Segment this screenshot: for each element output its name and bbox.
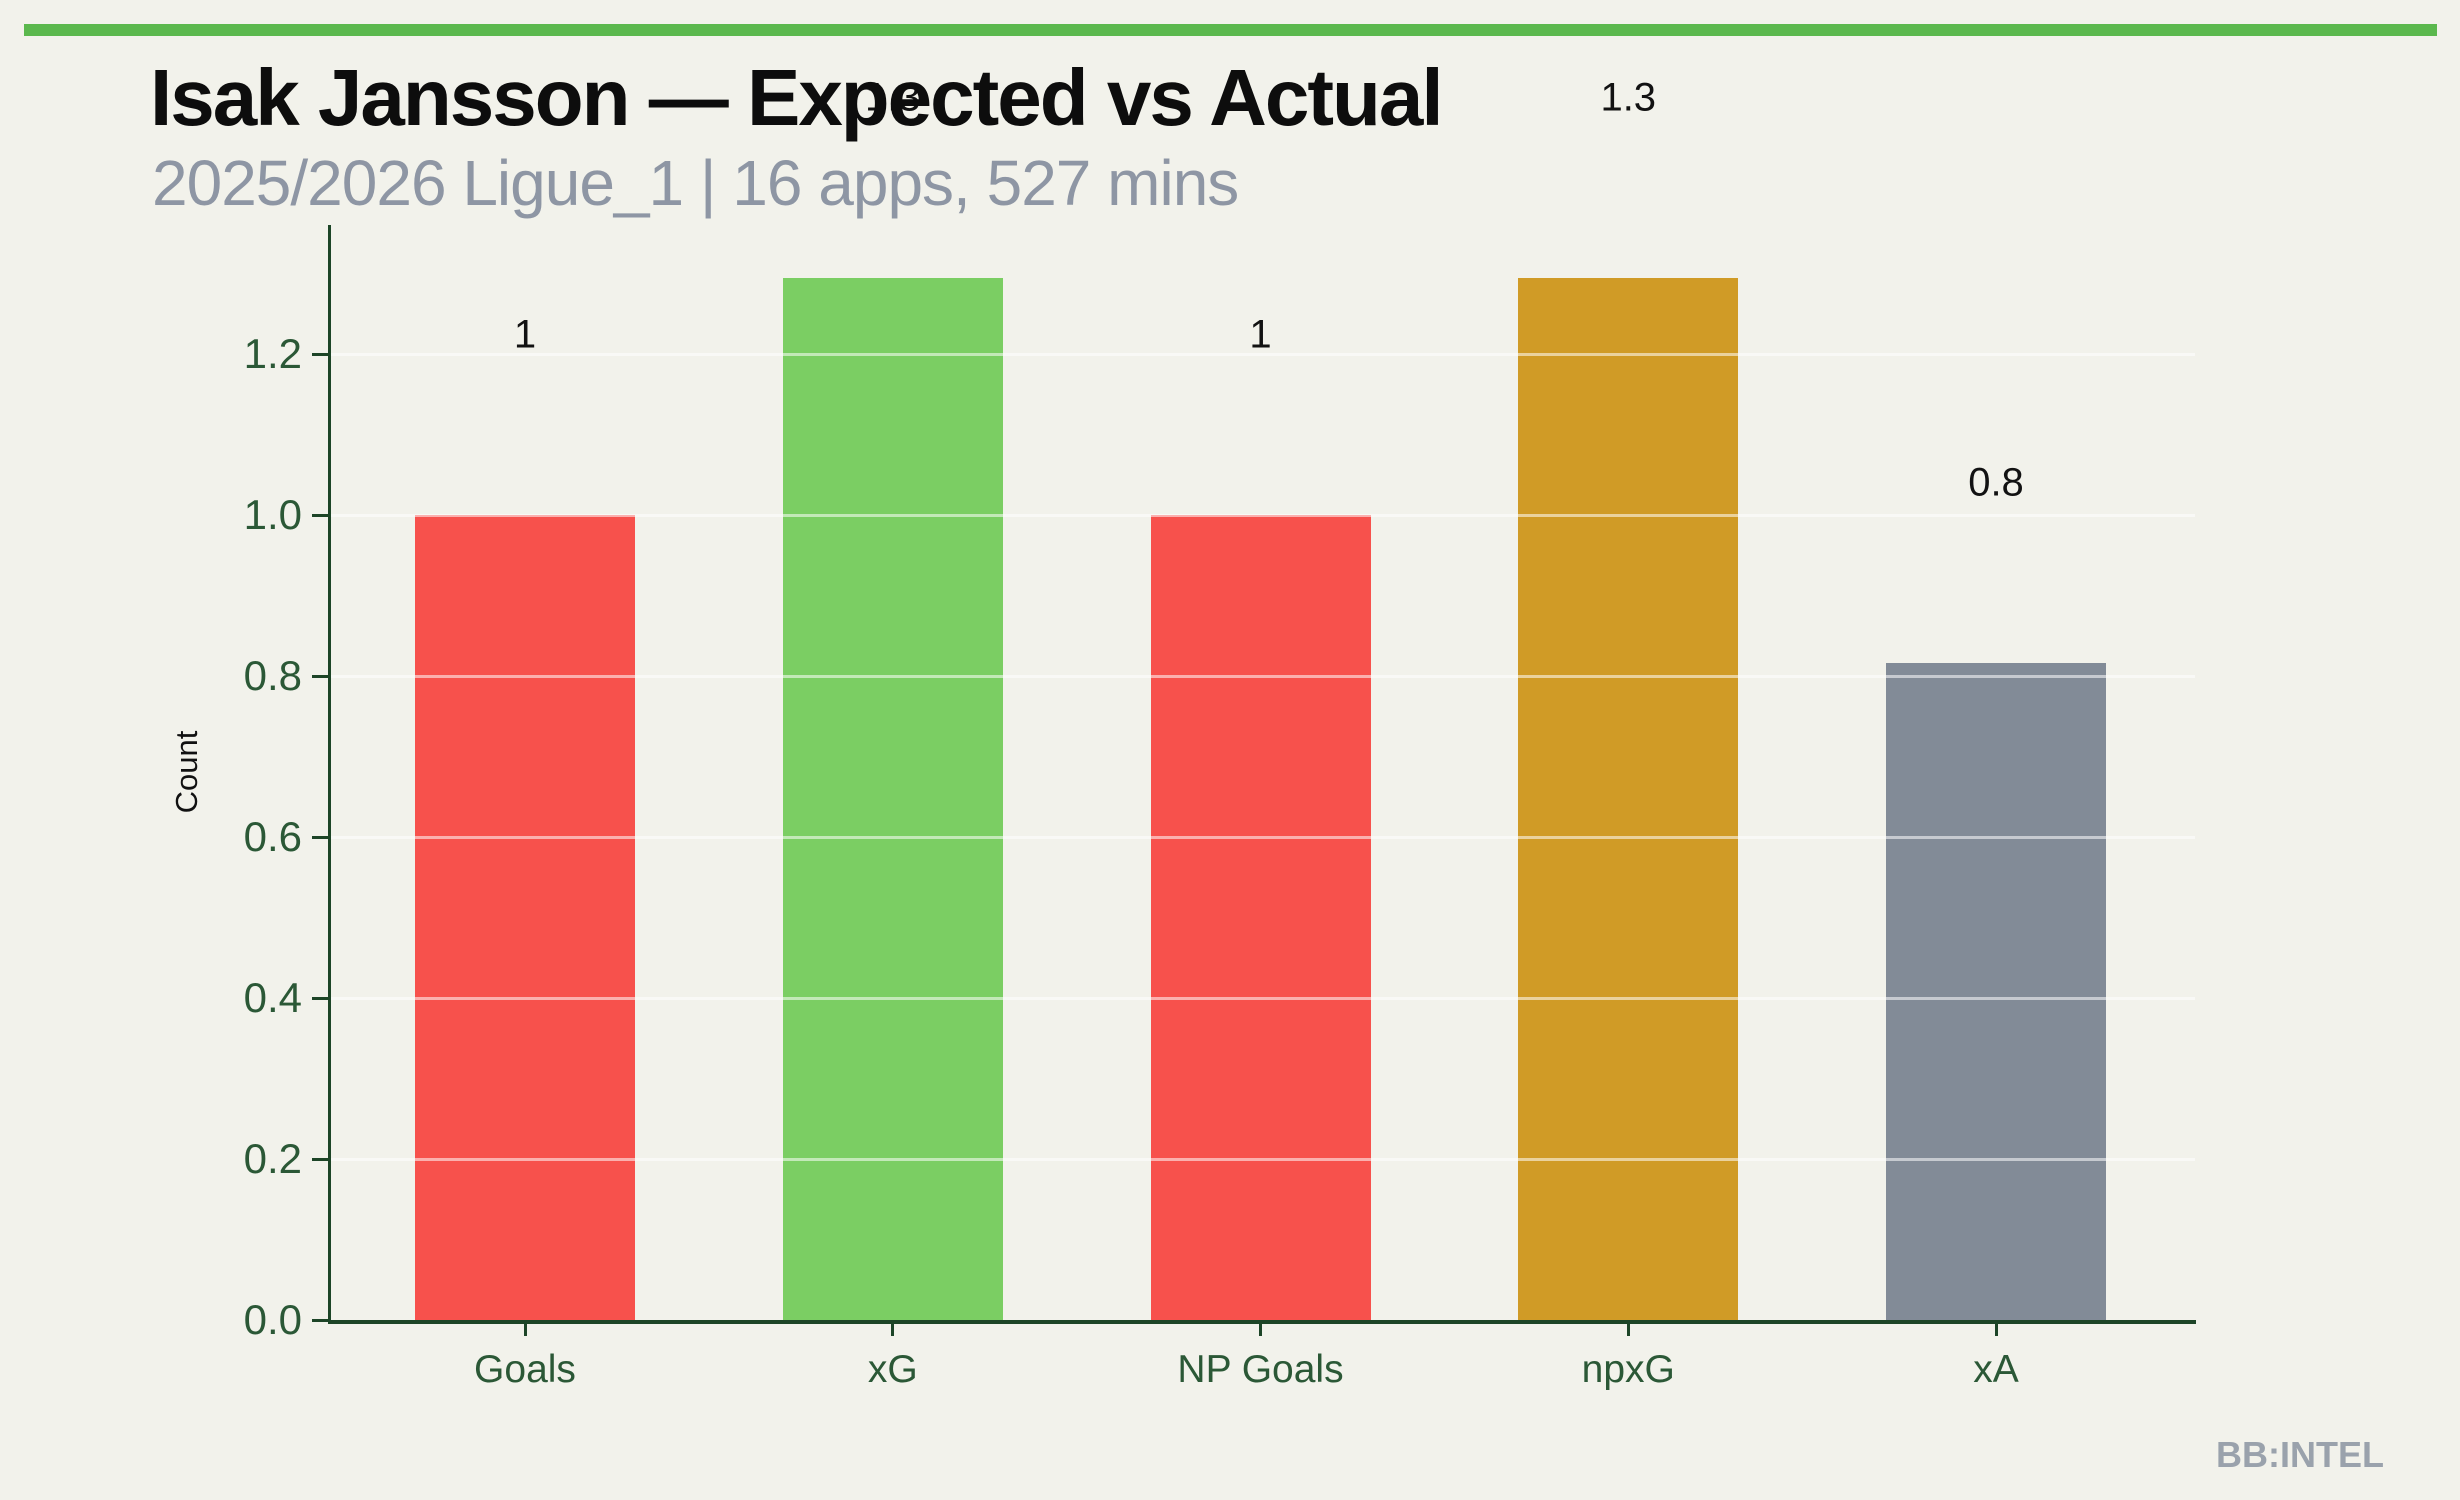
y-tick-label-0.6: 0.6	[243, 813, 302, 860]
x-tick-label-xg: xG	[867, 1348, 918, 1391]
y-tick-1.0	[312, 513, 330, 517]
y-tick-0.4	[312, 996, 330, 1000]
chart-subtitle: 2025/2026 Ligue_1 | 16 apps, 527 mins	[152, 147, 1239, 219]
gridline-0.4	[331, 996, 2195, 1000]
bar-value-label-npxg: 1.3	[1600, 75, 1657, 120]
top-accent-stripe	[24, 24, 2437, 36]
x-tick-label-np-goals: NP Goals	[1177, 1348, 1344, 1391]
x-tick-xg	[891, 1320, 895, 1336]
y-axis-line	[328, 225, 331, 1321]
gridline-1.0	[331, 513, 2195, 517]
y-axis-title: Count	[169, 730, 204, 814]
y-tick-label-0.4: 0.4	[243, 974, 302, 1021]
y-tick-0.2	[312, 1157, 330, 1161]
x-tick-label-xa: xA	[1973, 1348, 2019, 1391]
watermark-logo: BB:INTEL	[2216, 1434, 2384, 1475]
bar-value-label-xg: 1.3	[864, 75, 921, 120]
bar-value-label-xa: 0.8	[1968, 460, 2024, 505]
y-tick-label-0.2: 0.2	[243, 1135, 302, 1182]
y-tick-label-0.0: 0.0	[243, 1296, 302, 1343]
y-tick-label-1.2: 1.2	[243, 330, 302, 377]
x-tick-np-goals	[1259, 1320, 1262, 1336]
x-tick-npxg	[1626, 1320, 1630, 1336]
bar-goals	[415, 515, 635, 1320]
gridline-0.6	[331, 835, 2195, 839]
y-tick-1.2	[312, 352, 330, 356]
y-tick-0.0	[312, 1318, 330, 1322]
x-tick-label-npxg: npxG	[1581, 1348, 1675, 1391]
x-tick-xa	[1994, 1320, 1998, 1336]
y-tick-label-1.0: 1.0	[243, 491, 302, 538]
x-tick-goals	[523, 1320, 527, 1336]
y-tick-0.8	[312, 674, 330, 678]
bar-xg	[782, 277, 1003, 1320]
chart-title: Isak Jansson — Expected vs Actual	[150, 53, 1444, 142]
bar-xa	[1886, 663, 2106, 1320]
bar-value-label-goals: 1	[513, 312, 537, 357]
x-tick-label-goals: Goals	[474, 1348, 576, 1391]
bar-value-label-np-goals: 1	[1249, 312, 1272, 357]
x-axis-line	[328, 1320, 2196, 1324]
gridline-0.2	[331, 1157, 2195, 1161]
gridline-1.2	[331, 352, 2195, 356]
gridline-0.8	[331, 674, 2195, 678]
bar-npxg	[1518, 277, 1739, 1320]
y-tick-0.6	[312, 835, 330, 839]
bar-np-goals	[1150, 515, 1371, 1320]
y-tick-label-0.8: 0.8	[243, 652, 302, 699]
